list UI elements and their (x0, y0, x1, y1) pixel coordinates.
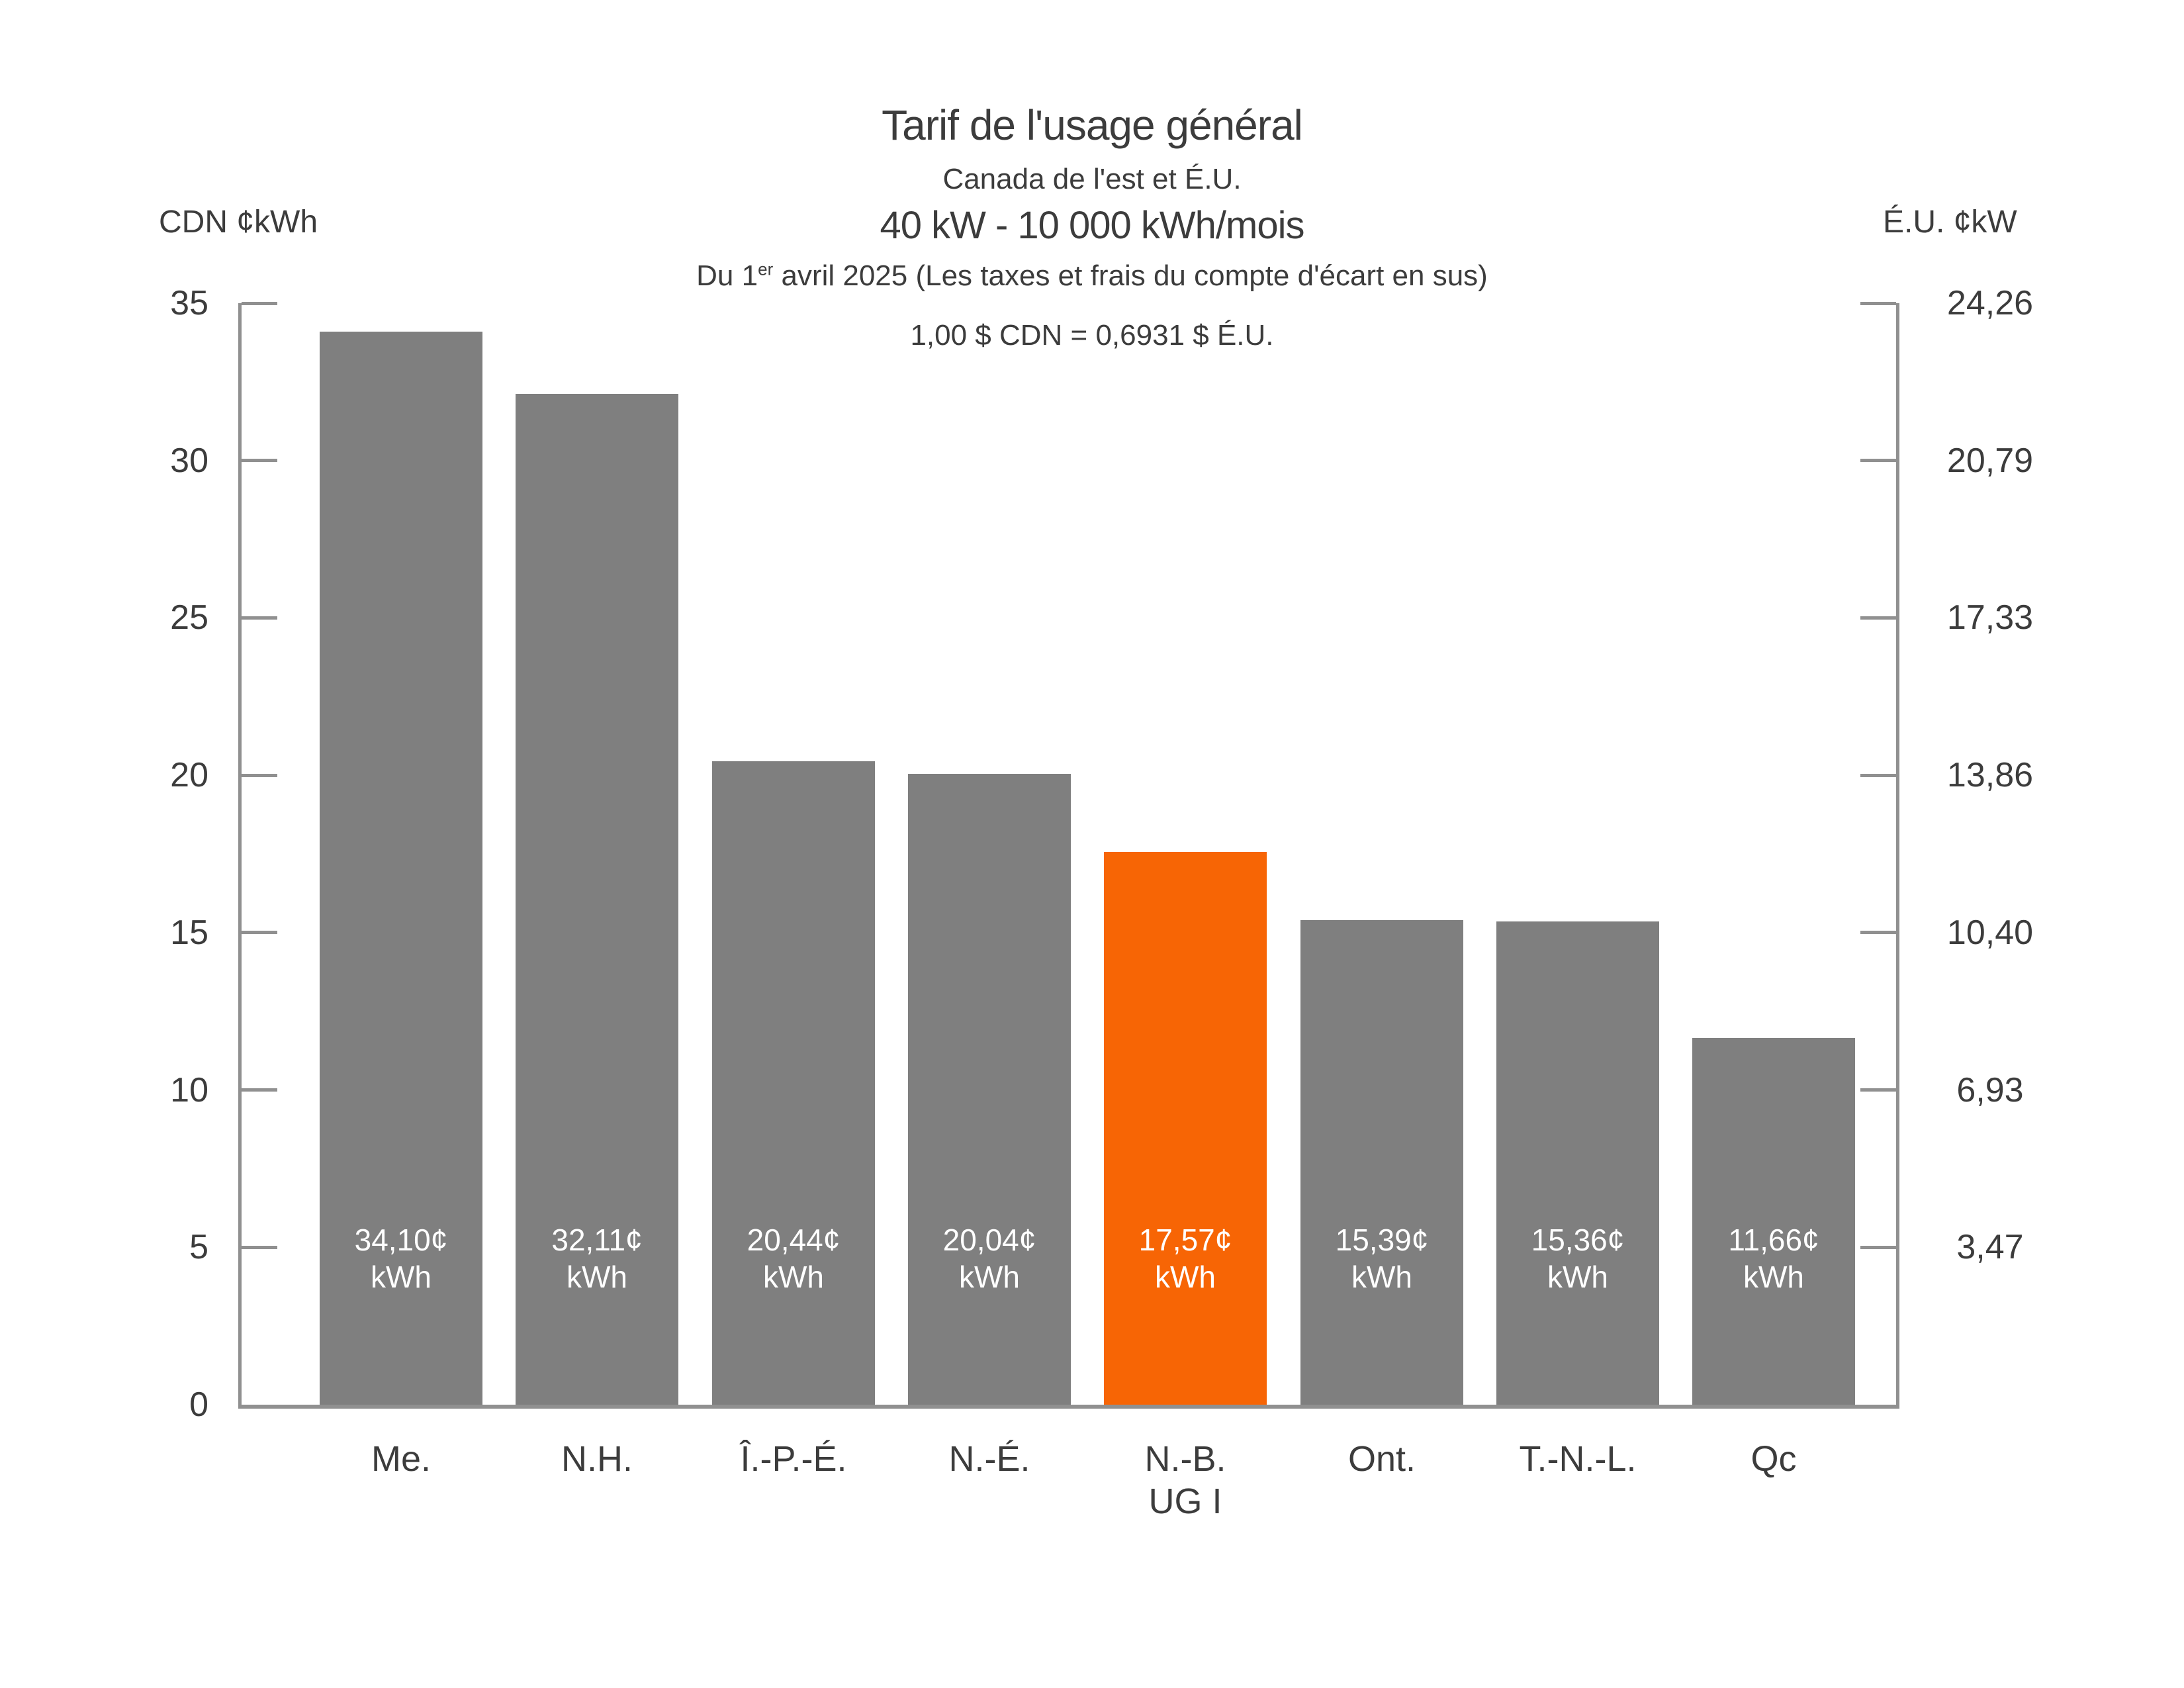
right-axis-tick (1860, 774, 1896, 777)
bar-value-unit: kWh (1351, 1260, 1412, 1294)
right-axis-tick (1860, 616, 1896, 620)
x-axis-baseline (238, 1405, 1899, 1409)
bar-nb-ug1: 17,57¢ kWh (1104, 852, 1267, 1405)
left-axis-tick-label: 25 (170, 598, 208, 637)
exchange-rate-note: 1,00 $ CDN = 0,6931 $ É.U. (910, 319, 1274, 352)
left-axis-tick (242, 1088, 277, 1092)
date-note-prefix: Du 1 (696, 259, 758, 292)
chart-title: Tarif de l'usage général (882, 101, 1303, 149)
category-label-ont: Ont. (1284, 1438, 1480, 1480)
bar-nh: 32,11¢ kWh (516, 394, 678, 1405)
bar-value: 15,36¢ (1531, 1223, 1625, 1257)
left-axis-tick-label: 0 (189, 1385, 208, 1424)
right-axis-tick-label: 10,40 (1946, 914, 2034, 952)
bar-value: 34,10¢ (354, 1223, 448, 1257)
category-label-qc: Qc (1676, 1438, 1872, 1480)
bar-value-unit: kWh (371, 1260, 432, 1294)
bar-tnl: 15,36¢ kWh (1496, 921, 1659, 1405)
category-name: Ont. (1347, 1439, 1416, 1479)
right-axis-tick (1860, 459, 1896, 462)
left-axis-tick (242, 302, 277, 305)
right-axis-tick (1860, 931, 1896, 934)
bar-value-unit: kWh (763, 1260, 824, 1294)
left-axis-tick-label: 5 (189, 1228, 208, 1266)
bar-me: 34,10¢ kWh (320, 332, 482, 1405)
left-axis-tick-label: 10 (170, 1071, 208, 1109)
category-name: Qc (1751, 1439, 1797, 1479)
chart-subtitle-date: Du 1er avril 2025 (Les taxes et frais du… (0, 257, 2184, 295)
right-axis-tick-label: 13,86 (1946, 756, 2034, 794)
left-axis-tick-label: 15 (170, 914, 208, 952)
left-axis-unit-label: CDN ¢kWh (159, 205, 318, 240)
left-axis-tick-label: 30 (170, 442, 208, 480)
right-axis-line (1896, 303, 1899, 1405)
chart-subtitle-load: 40 kW - 10 000 kWh/mois (880, 204, 1305, 247)
left-axis-tick (242, 616, 277, 620)
left-axis-tick (242, 931, 277, 934)
category-subname: UG I (1148, 1481, 1222, 1521)
bar-ont: 15,39¢ kWh (1300, 920, 1463, 1405)
category-label-ipe: Î.-P.-É. (696, 1438, 891, 1480)
bar-value-label-nb-ug1: 17,57¢ kWh (1104, 1221, 1267, 1295)
category-label-nb-ug1: N.-B. UG I (1087, 1438, 1283, 1523)
category-label-me: Me. (303, 1438, 499, 1480)
right-axis-tick-label: 20,79 (1946, 442, 2034, 480)
bar-qc: 11,66¢ kWh (1692, 1038, 1855, 1405)
bar-value-label-ipe: 20,44¢ kWh (712, 1221, 875, 1295)
bar-value: 17,57¢ (1138, 1223, 1232, 1257)
left-axis-line (238, 303, 242, 1405)
bar-value-label-me: 34,10¢ kWh (320, 1221, 482, 1295)
bar-value-label-nh: 32,11¢ kWh (516, 1221, 678, 1295)
bar-value: 20,44¢ (747, 1223, 841, 1257)
left-axis-tick-label: 20 (170, 756, 208, 794)
left-axis-tick (242, 459, 277, 462)
bar-value-unit: kWh (567, 1260, 627, 1294)
category-name: N.-B. (1144, 1439, 1226, 1479)
right-axis-tick (1860, 1246, 1896, 1249)
bar-value-label-qc: 11,66¢ kWh (1692, 1221, 1855, 1295)
right-axis-tick-label: 6,93 (1956, 1071, 2024, 1109)
category-name: N.-É. (948, 1439, 1030, 1479)
left-axis-tick (242, 1246, 277, 1249)
bar-value: 15,39¢ (1335, 1223, 1429, 1257)
right-axis-tick (1860, 302, 1896, 305)
category-name: Î.-P.-É. (740, 1439, 847, 1479)
right-axis-tick-label: 24,26 (1946, 284, 2034, 322)
bar-value-unit: kWh (1155, 1260, 1216, 1294)
category-name: Me. (371, 1439, 432, 1479)
category-label-nh: N.H. (499, 1438, 695, 1480)
right-axis-tick (1860, 1088, 1896, 1092)
right-axis-unit-label: É.U. ¢kW (1883, 205, 2017, 240)
bar-value-unit: kWh (1547, 1260, 1608, 1294)
date-note-superscript: er (758, 259, 774, 279)
right-axis-tick-label: 17,33 (1946, 598, 2034, 637)
bar-value: 20,04¢ (942, 1223, 1036, 1257)
bar-value-label-tnl: 15,36¢ kWh (1496, 1221, 1659, 1295)
chart-subtitle-region: Canada de l'est et É.U. (942, 163, 1242, 195)
bar-ipe: 20,44¢ kWh (712, 761, 875, 1405)
right-axis-tick-label: 3,47 (1956, 1228, 2024, 1266)
left-axis-tick-label: 35 (170, 284, 208, 322)
bar-value-unit: kWh (1743, 1260, 1804, 1294)
bar-value-unit: kWh (959, 1260, 1020, 1294)
left-axis-tick (242, 774, 277, 777)
bar-value: 32,11¢ (551, 1223, 643, 1257)
bar-value-label-ont: 15,39¢ kWh (1300, 1221, 1463, 1295)
category-name: N.H. (561, 1439, 633, 1479)
bar-value: 11,66¢ (1728, 1223, 1819, 1257)
category-label-tnl: T.-N.-L. (1480, 1438, 1676, 1480)
category-name: T.-N.-L. (1519, 1439, 1637, 1479)
bar-value-label-ne: 20,04¢ kWh (908, 1221, 1071, 1295)
bar-ne: 20,04¢ kWh (908, 774, 1071, 1405)
date-note-rest: avril 2025 (Les taxes et frais du compte… (773, 259, 1488, 292)
category-label-ne: N.-É. (891, 1438, 1087, 1480)
